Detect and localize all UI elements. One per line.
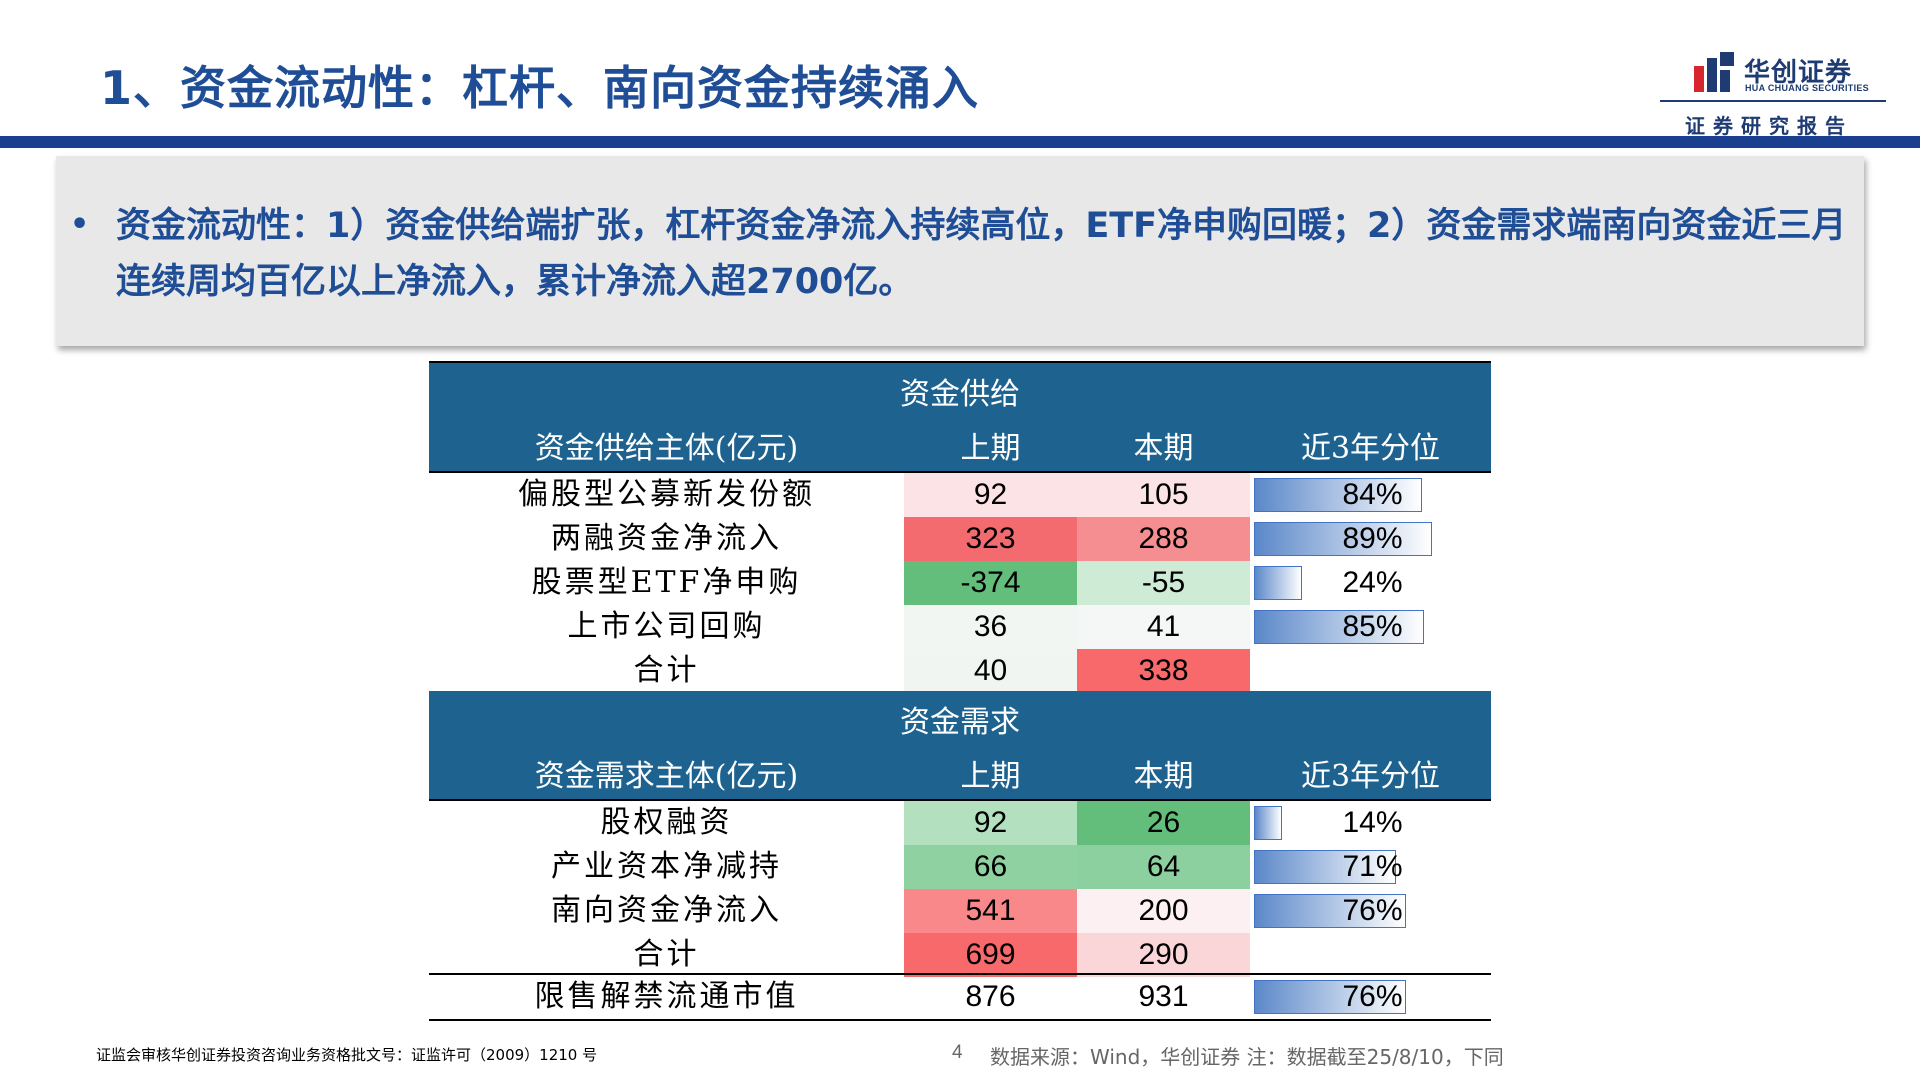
supply-prev-value: -374 (904, 561, 1077, 605)
demand-curr-value: 290 (1077, 933, 1250, 977)
supply-prev-value: 92 (904, 473, 1077, 517)
summary-text: 资金流动性：1）资金供给端扩张，杠杆资金净流入持续高位，ETF净申购回暖；2）资… (116, 206, 1847, 302)
data-source-note: 数据来源：Wind，华创证券 注：数据截至25/8/10，下同 (990, 1045, 1504, 1069)
unlock-top-line (429, 973, 1491, 975)
summary-box (56, 156, 1864, 346)
supply-col-entity: 资金供给主体(亿元) (534, 431, 799, 466)
bullet-point: • (70, 207, 90, 242)
demand-percentile-cell: 71% (1254, 845, 1491, 889)
supply-prev-value: 323 (904, 517, 1077, 561)
demand-percentile-bar (1254, 806, 1282, 840)
supply-curr-value: 288 (1077, 517, 1250, 561)
supply-percentile-cell: 24% (1254, 561, 1491, 605)
demand-column-header: 资金需求主体(亿元) 上期 本期 近3年分位 (429, 755, 1491, 799)
supply-col-pct: 近3年分位 (1300, 431, 1441, 466)
demand-percentile-value (1254, 933, 1491, 977)
demand-row: 合计 699 290 (429, 933, 1491, 977)
supply-prev-value: 36 (904, 605, 1077, 649)
supply-percentile-value: 89% (1342, 522, 1403, 555)
supply-row-label: 合计 (633, 653, 700, 688)
header-bar (0, 136, 1920, 148)
supply-section-title: 资金供给 (429, 363, 1491, 427)
supply-percentile-value (1254, 649, 1491, 693)
demand-prev-value: 541 (904, 889, 1077, 933)
supply-column-header: 资金供给主体(亿元) 上期 本期 近3年分位 (429, 427, 1491, 471)
table-top-line (429, 361, 1491, 363)
supply-row: 合计 40 338 (429, 649, 1491, 693)
demand-prev-value: 699 (904, 933, 1077, 977)
supply-row-label: 上市公司回购 (567, 609, 766, 644)
demand-row-label: 股权融资 (600, 805, 733, 840)
page-title: 1、资金流动性：杠杆、南向资金持续涌入 (100, 61, 980, 115)
supply-percentile-cell: 84% (1254, 473, 1491, 517)
demand-row-label: 合计 (633, 937, 700, 972)
report-label: 证券研究报告 (1685, 114, 1853, 138)
supply-row: 偏股型公募新发份额 92 105 84% (429, 473, 1491, 517)
logo-text-cn: 华创证券 (1744, 58, 1853, 88)
logo-mark-icon (1694, 52, 1734, 92)
demand-percentile-cell: 76% (1254, 889, 1491, 933)
demand-col-entity: 资金需求主体(亿元) (534, 759, 799, 794)
demand-percentile-value: 14% (1342, 806, 1403, 839)
demand-percentile-bar (1254, 850, 1396, 884)
supply-row: 股票型ETF净申购 -374 -55 24% (429, 561, 1491, 605)
demand-curr-value: 26 (1077, 801, 1250, 845)
demand-col-curr: 本期 (1133, 759, 1194, 794)
demand-curr-value: 64 (1077, 845, 1250, 889)
demand-row-label: 产业资本净减持 (551, 849, 782, 884)
logo-divider (1660, 100, 1886, 102)
logo-text-en: HUA CHUANG SECURITIES (1745, 83, 1869, 93)
unlock-prev-value: 876 (965, 980, 1016, 1013)
demand-prev-value: 66 (904, 845, 1077, 889)
supply-header-line (429, 471, 1491, 473)
demand-row: 股权融资 92 26 14% (429, 801, 1491, 845)
demand-row-label: 南向资金净流入 (551, 893, 782, 928)
supply-percentile-cell: 85% (1254, 605, 1491, 649)
supply-prev-value: 40 (904, 649, 1077, 693)
unlock-percentile-cell: 76% (1254, 975, 1491, 1019)
demand-percentile-cell: 14% (1254, 801, 1491, 845)
supply-row: 上市公司回购 36 41 85% (429, 605, 1491, 649)
supply-col-curr: 本期 (1133, 431, 1194, 466)
demand-section-title: 资金需求 (429, 691, 1491, 755)
demand-header-line (429, 799, 1491, 801)
supply-row-label: 股票型ETF净申购 (531, 565, 802, 600)
license-text: 证监会审核华创证券投资咨询业务资格批文号：证监许可（2009）1210 号 (96, 1046, 598, 1064)
supply-curr-value: 105 (1077, 473, 1250, 517)
demand-col-prev: 上期 (960, 759, 1021, 794)
supply-percentile-cell: 89% (1254, 517, 1491, 561)
page-number: 4 (952, 1042, 963, 1063)
supply-curr-value: -55 (1077, 561, 1250, 605)
supply-percentile-value: 24% (1342, 566, 1403, 599)
demand-percentile-cell (1254, 933, 1491, 977)
supply-col-prev: 上期 (960, 431, 1021, 466)
demand-curr-value: 200 (1077, 889, 1250, 933)
unlock-percentile-value: 76% (1342, 980, 1403, 1013)
demand-percentile-value: 76% (1342, 894, 1403, 927)
supply-row: 两融资金净流入 323 288 89% (429, 517, 1491, 561)
supply-row-label: 两融资金净流入 (551, 521, 782, 556)
supply-percentile-value: 84% (1342, 478, 1403, 511)
supply-row-label: 偏股型公募新发份额 (518, 477, 815, 512)
demand-prev-value: 92 (904, 801, 1077, 845)
supply-percentile-cell (1254, 649, 1491, 693)
unlock-percentile-bar (1254, 980, 1406, 1014)
demand-percentile-value: 71% (1342, 850, 1403, 883)
supply-percentile-bar (1254, 522, 1432, 556)
unlock-row: 限售解禁流通市值 876 931 76% (429, 975, 1491, 1019)
demand-col-pct: 近3年分位 (1300, 759, 1441, 794)
supply-percentile-bar (1254, 566, 1302, 600)
company-logo: 华创证券 HUA CHUANG SECURITIES (1694, 52, 1884, 94)
supply-curr-value: 338 (1077, 649, 1250, 693)
demand-row: 产业资本净减持 66 64 71% (429, 845, 1491, 889)
demand-percentile-bar (1254, 894, 1406, 928)
supply-curr-value: 41 (1077, 605, 1250, 649)
supply-percentile-value: 85% (1342, 610, 1403, 643)
unlock-row-label: 限售解禁流通市值 (534, 979, 799, 1014)
unlock-curr-value: 931 (1138, 980, 1189, 1013)
supply-percentile-bar (1254, 478, 1422, 512)
table-bottom-line (429, 1019, 1491, 1021)
supply-percentile-bar (1254, 610, 1424, 644)
demand-row: 南向资金净流入 541 200 76% (429, 889, 1491, 933)
